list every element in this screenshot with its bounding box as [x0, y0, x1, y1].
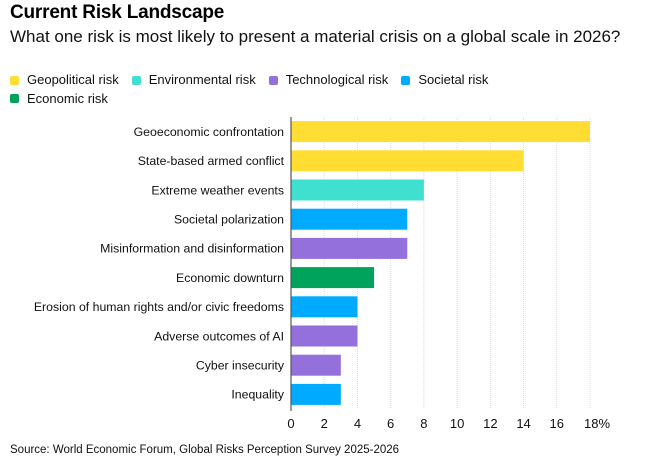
bar — [291, 150, 524, 172]
bar — [291, 267, 375, 289]
legend-item: Geopolitical risk — [10, 71, 119, 89]
legend-label: Environmental risk — [148, 72, 256, 87]
bar — [291, 354, 341, 376]
category-label: Extreme weather events — [151, 183, 284, 197]
x-tick-label: 16 — [550, 416, 564, 431]
legend: Geopolitical risk Environmental risk Techn… — [10, 71, 630, 108]
bar — [291, 296, 358, 318]
legend-label: Societal risk — [418, 72, 489, 87]
category-label: Geoeconomic confrontation — [134, 125, 285, 139]
x-tick-label: 10 — [450, 416, 464, 431]
chart-subtitle: What one risk is most likely to present … — [10, 27, 621, 46]
legend-label: Economic risk — [27, 90, 108, 106]
legend-label: Geopolitical risk — [27, 72, 119, 87]
bar — [291, 121, 590, 143]
bar — [291, 208, 408, 230]
x-tick-label: 6 — [387, 416, 394, 431]
legend-item: Technological risk — [268, 71, 389, 89]
x-tick-label: 12 — [483, 416, 497, 431]
bar — [291, 383, 341, 405]
x-tick-label: 4 — [354, 416, 361, 431]
category-label: Societal polarization — [174, 213, 284, 227]
x-tick-label: 14 — [516, 416, 530, 431]
category-label: Cyber insecurity — [196, 359, 285, 373]
x-tick-label: 0 — [287, 416, 294, 431]
legend-swatch — [268, 75, 278, 85]
category-label: Misinformation and disinformation — [100, 242, 284, 256]
legend-swatch — [10, 94, 19, 103]
legend-swatch — [131, 75, 141, 85]
legend-item: Environmental risk — [131, 71, 256, 89]
chart-title: Current Risk Landscape — [10, 2, 225, 23]
category-label: Erosion of human rights and/or civic fre… — [34, 300, 284, 314]
x-tick-label: 2 — [321, 416, 328, 431]
category-label: State-based armed conflict — [138, 154, 285, 168]
legend-item: Societal risk — [401, 71, 488, 89]
legend-swatch — [10, 75, 19, 85]
legend-item: Economic risk — [10, 90, 108, 108]
category-label: Inequality — [231, 388, 284, 402]
source-note: Source: World Economic Forum, Global Ris… — [10, 444, 400, 456]
x-tick-label: 18% — [584, 416, 610, 431]
bar — [291, 237, 408, 259]
legend-label: Technological risk — [285, 72, 389, 87]
bar — [291, 325, 358, 347]
legend-swatch — [401, 75, 411, 85]
x-tick-label: 8 — [420, 416, 427, 431]
bar — [291, 179, 424, 201]
category-label: Economic downturn — [176, 271, 284, 285]
category-label: Adverse outcomes of AI — [154, 329, 284, 343]
